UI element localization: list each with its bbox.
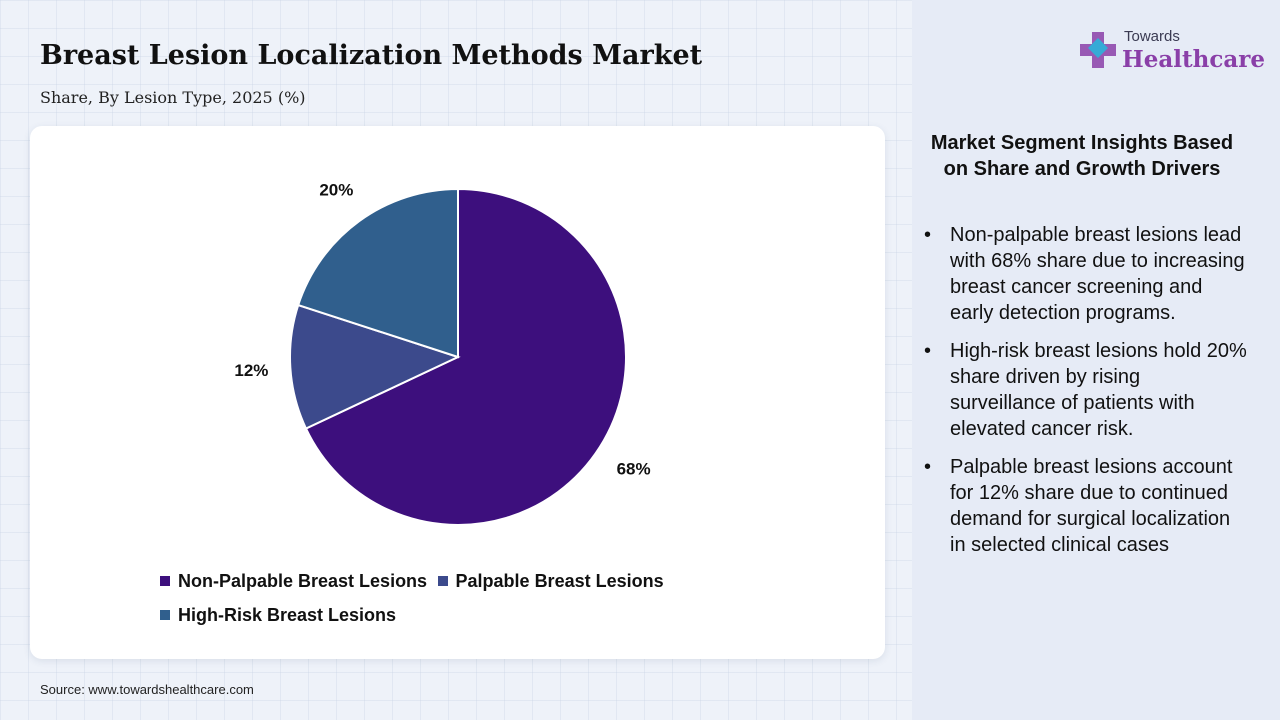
bullet-icon: • bbox=[924, 456, 932, 478]
pie-chart: 68% 12% 20% bbox=[234, 181, 651, 526]
brand-logo: Towards Healthcare bbox=[1078, 26, 1265, 76]
chart-card: 68% 12% 20% Non-Palpable Breast Lesions Pa… bbox=[30, 126, 885, 659]
source-note: Source: www.towardshealthcare.com bbox=[40, 682, 254, 697]
legend-label-high-risk: High-Risk Breast Lesions bbox=[178, 604, 397, 625]
data-label-non-palpable: 68% bbox=[617, 459, 651, 478]
legend-item-non-palpable: Non-Palpable Breast Lesions bbox=[160, 564, 427, 598]
insights-panel bbox=[912, 0, 1280, 720]
legend-swatch-palpable bbox=[437, 576, 448, 586]
insights-list: • Non-palpable breast lesions lead with 6… bbox=[920, 222, 1250, 570]
data-label-palpable: 12% bbox=[234, 361, 268, 380]
pie-slice-palpable bbox=[289, 303, 461, 430]
legend-swatch-non-palpable bbox=[160, 576, 170, 586]
legend-label-palpable: Palpable Breast Lesions bbox=[455, 570, 664, 591]
legend-item-palpable: Palpable Breast Lesions bbox=[437, 564, 664, 598]
chart-legend: Non-Palpable Breast Lesions Palpable Bre… bbox=[160, 564, 760, 632]
data-label-high-risk: 20% bbox=[319, 181, 353, 200]
logo-text-big: Healthcare bbox=[1122, 46, 1266, 73]
insight-item: • High-risk breast lesions hold 20% share… bbox=[920, 338, 1250, 442]
medical-cross-icon bbox=[1080, 32, 1116, 68]
insight-text: Non-palpable breast lesions lead with 68… bbox=[950, 224, 1245, 324]
bullet-icon: • bbox=[924, 340, 932, 362]
chart-area: Breast Lesion Localization Methods Marke… bbox=[30, 40, 885, 697]
insight-text: Palpable breast lesions account for 12% … bbox=[950, 456, 1233, 556]
bullet-icon: • bbox=[924, 224, 932, 246]
page-title: Breast Lesion Localization Methods Marke… bbox=[40, 40, 703, 71]
legend-swatch-high-risk bbox=[160, 610, 170, 620]
insights-title: Market Segment Insights Based on Share a… bbox=[930, 132, 1234, 180]
pie-slice-non-palpable bbox=[304, 187, 627, 526]
logo-text-small: Towards bbox=[1124, 28, 1180, 45]
insight-item: • Non-palpable breast lesions lead with 6… bbox=[920, 222, 1250, 326]
pie-slice-high-risk bbox=[296, 187, 459, 359]
insight-text: High-risk breast lesions hold 20% share … bbox=[950, 340, 1247, 440]
legend-label-non-palpable: Non-Palpable Breast Lesions bbox=[178, 570, 428, 591]
legend-item-high-risk: High-Risk Breast Lesions bbox=[160, 598, 396, 632]
page-subtitle: Share, By Lesion Type, 2025 (%) bbox=[40, 88, 306, 107]
insight-item: • Palpable breast lesions account for 12%… bbox=[920, 454, 1250, 558]
